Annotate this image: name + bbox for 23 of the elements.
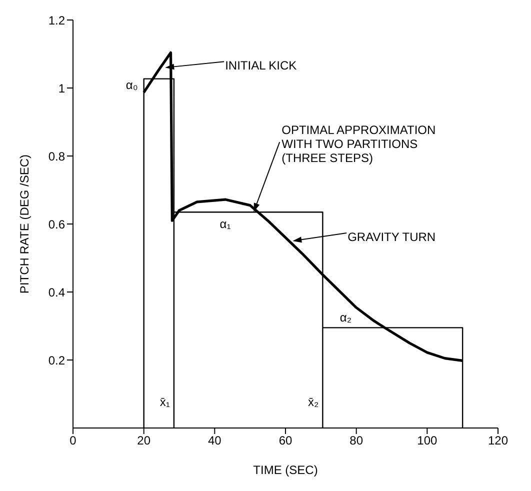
x-tick-label: 120	[488, 434, 508, 448]
annotation: α₀	[126, 78, 138, 92]
y-tick-label: 0.8	[48, 149, 66, 164]
x-tick-label: 0	[70, 434, 77, 448]
x-tick-label: 60	[278, 434, 292, 448]
x-axis-title: TIME (SEC)	[253, 463, 318, 477]
x-tick-label: 80	[350, 434, 364, 448]
annotation: OPTIMAL APPROXIMATION WITH TWO PARTITIONS (THREE STEPS)	[282, 123, 436, 166]
y-axis-title: PITCH RATE (DEG /SEC)	[17, 154, 32, 294]
annotation: INITIAL KICK	[225, 58, 297, 73]
x-tick-label: 20	[137, 434, 151, 448]
y-tick-label: 1.2	[48, 13, 66, 28]
annotation: x̄₂	[308, 395, 320, 409]
annotation: α₂	[340, 310, 352, 325]
x-tick-label: 40	[208, 434, 222, 448]
x-tick-label: 100	[417, 434, 438, 448]
y-tick-label: 0.4	[48, 285, 66, 300]
y-tick-label: 0.6	[48, 217, 66, 232]
y-tick-label: 1	[58, 81, 66, 96]
y-tick-label: 0.2	[48, 353, 66, 368]
annotation: x̄₁	[160, 395, 170, 409]
annotation: GRAVITY TURN	[348, 230, 436, 244]
annotation: α₁	[220, 217, 231, 232]
